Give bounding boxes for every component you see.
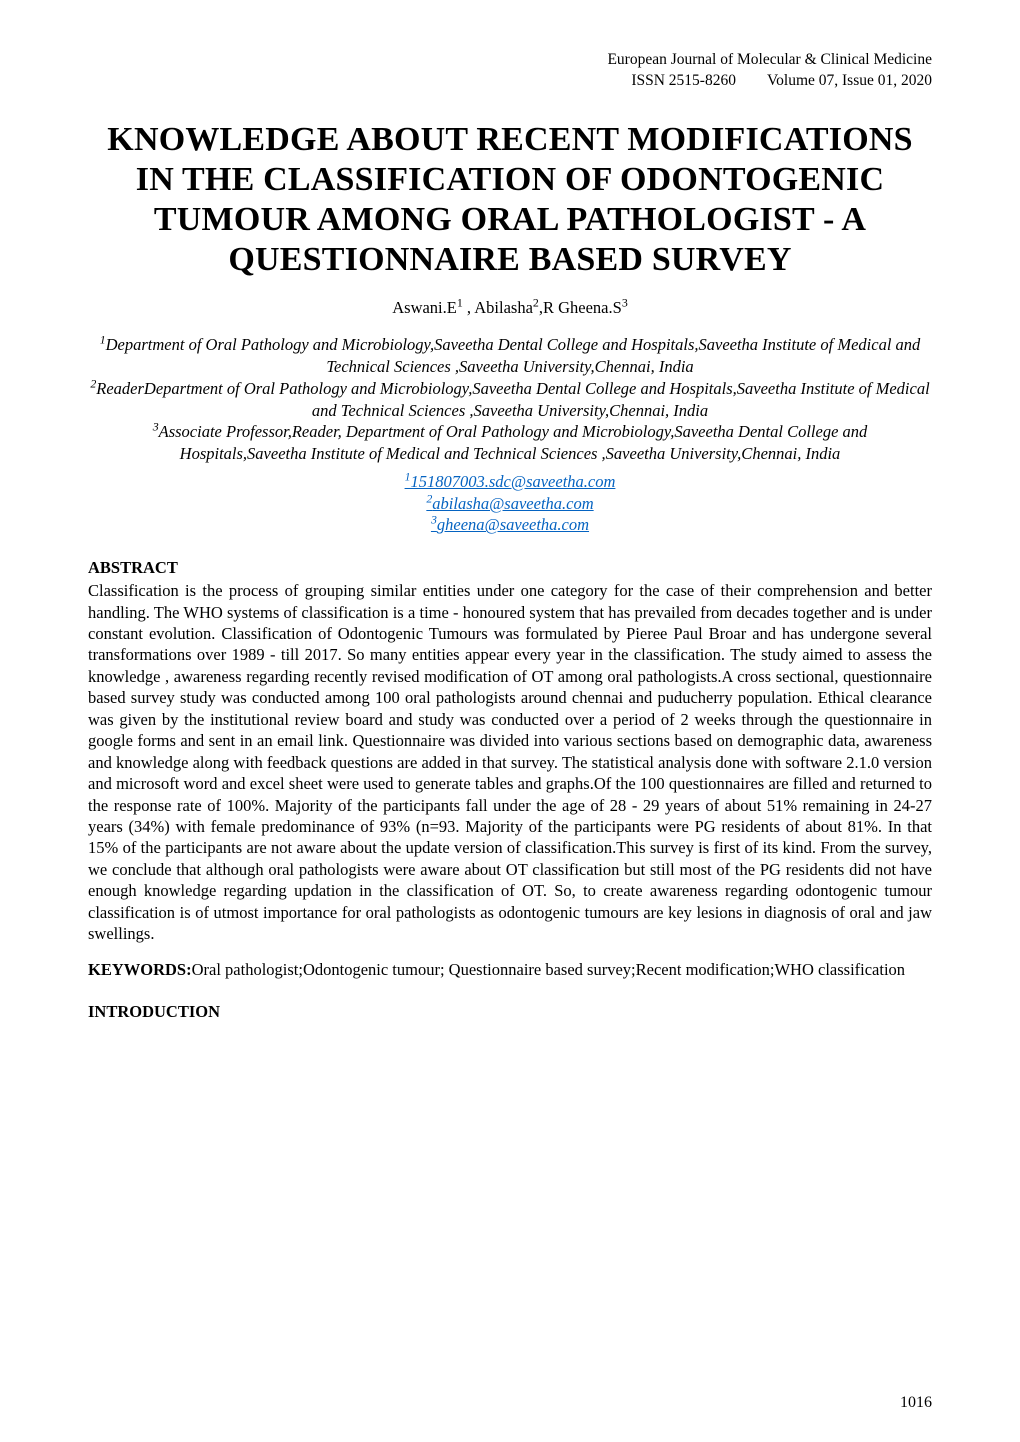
affiliation-1: 1Department of Oral Pathology and Microb… — [100, 335, 921, 376]
page: European Journal of Molecular & Clinical… — [0, 0, 1020, 1442]
authors-line: Aswani.E1 , Abilasha2,R Gheena.S3 — [88, 298, 932, 318]
journal-name: European Journal of Molecular & Clinical… — [607, 51, 932, 68]
keywords-label: KEYWORDS: — [88, 960, 192, 979]
email-1-address: 151807003.sdc@saveetha.com — [411, 472, 616, 491]
email-2-address: abilasha@saveetha.com — [432, 494, 593, 513]
affiliation-2: 2ReaderDepartment of Oral Pathology and … — [90, 379, 929, 420]
paper-title: KNOWLEDGE ABOUT RECENT MODIFICATIONS IN … — [88, 120, 932, 280]
affiliation-3-text: Associate Professor,Reader, Department o… — [159, 422, 868, 463]
affiliations-block: 1Department of Oral Pathology and Microb… — [88, 334, 932, 465]
email-3-line: 3gheena@saveetha.com — [88, 514, 932, 536]
email-1-line: 1151807003.sdc@saveetha.com — [88, 471, 932, 493]
email-3-link[interactable]: 3gheena@saveetha.com — [431, 515, 589, 534]
affiliation-1-text: Department of Oral Pathology and Microbi… — [106, 335, 921, 376]
email-1-link[interactable]: 1151807003.sdc@saveetha.com — [405, 472, 616, 491]
volume-issue: Volume 07, Issue 01, 2020 — [767, 72, 932, 89]
keywords-text: Oral pathologist;Odontogenic tumour; Que… — [192, 960, 905, 979]
running-head: European Journal of Molecular & Clinical… — [88, 50, 932, 92]
abstract-heading: ABSTRACT — [88, 558, 932, 578]
affiliation-3: 3Associate Professor,Reader, Department … — [153, 422, 868, 463]
introduction-heading: INTRODUCTION — [88, 1002, 932, 1022]
email-3-address: gheena@saveetha.com — [437, 515, 589, 534]
abstract-text: Classification is the process of groupin… — [88, 580, 932, 944]
issn: ISSN 2515-8260 — [631, 72, 736, 89]
affiliation-2-text: ReaderDepartment of Oral Pathology and M… — [96, 379, 929, 420]
keywords-line: KEYWORDS:Oral pathologist;Odontogenic tu… — [88, 959, 932, 980]
email-2-link[interactable]: 2abilasha@saveetha.com — [426, 494, 593, 513]
email-2-line: 2abilasha@saveetha.com — [88, 493, 932, 515]
page-number: 1016 — [900, 1394, 932, 1412]
